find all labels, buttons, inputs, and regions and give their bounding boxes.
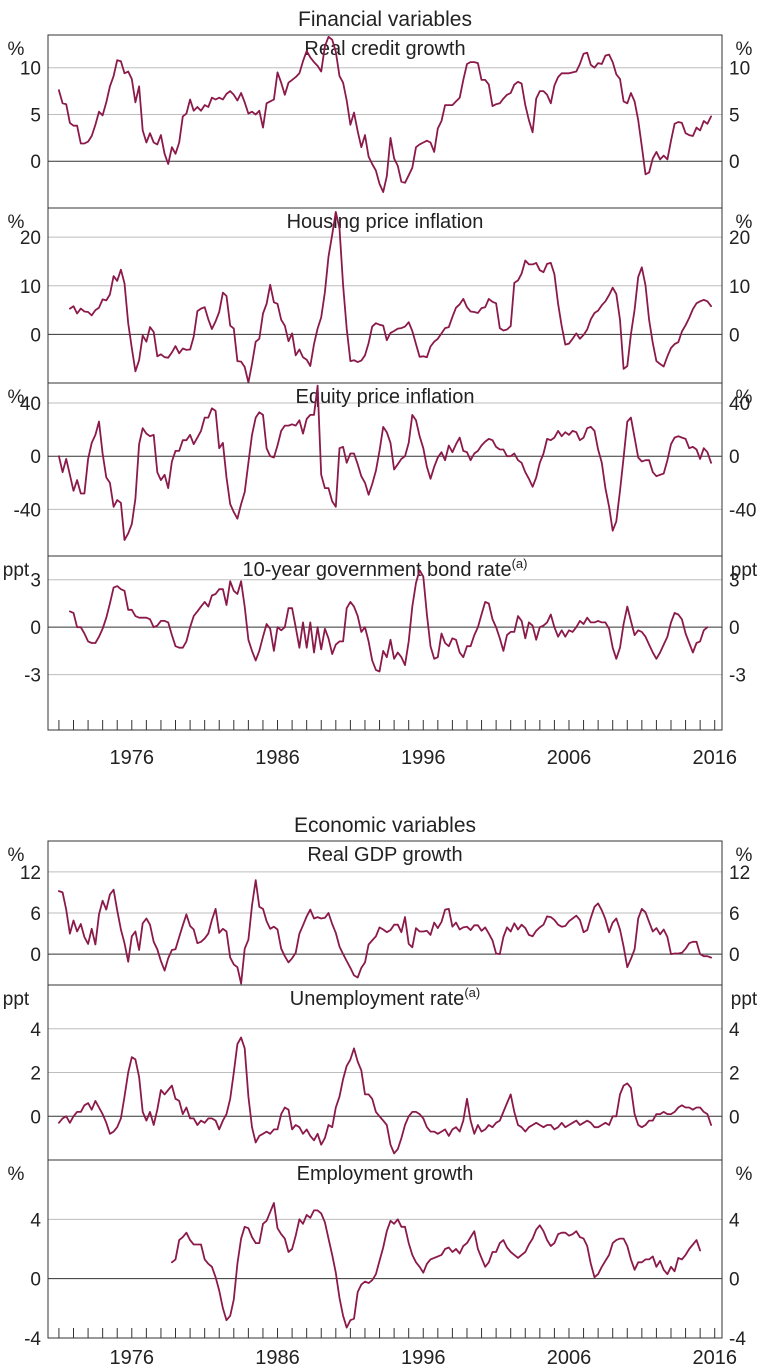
x-tick-label: 1996 [401,747,446,769]
figure-1: Financial variables 0 0 5 5 10 10% % Real credit… [3,8,758,769]
y-tick-label-right: 0 [729,152,740,173]
y-tick-label-right: 20 [729,228,750,249]
series-line [58,36,712,193]
y-tick-label-right: 4 [729,1020,740,1041]
panel-title: Real credit growth [304,38,465,60]
superscript-note: (a) [464,985,480,1000]
y-tick-label-left: 0 [30,447,41,468]
panel-title: Employment growth [297,1163,474,1185]
x-tick-label: 1976 [110,747,155,769]
y-tick-label-left: 6 [30,904,41,925]
y-tick-label-left: 0 [30,325,41,346]
y-tick-label-left: 0 [30,618,41,639]
series-line [58,384,712,541]
superscript-note: (a) [512,556,528,571]
y-tick-label-left: 4 [30,1210,41,1231]
unit-label-right: % [736,845,753,866]
y-tick-label-right: 6 [729,904,740,925]
y-tick-label-right: 2 [729,1064,740,1085]
y-tick-label-right: 0 [729,447,740,468]
unit-label-right: % [736,39,753,60]
series-line [69,569,709,673]
y-tick-label-right: 4 [729,1210,740,1231]
x-tick-label: 1986 [255,1347,300,1369]
y-tick-label-right: 0 [729,1270,740,1291]
x-tick-label: 1986 [255,747,300,769]
panel-3: -4 -4 0 0 4 4% % Employment growth [8,1159,753,1350]
panel-2: 0 0 10 10 20 20% % Housing price inflation [8,207,753,384]
x-tick-label: 2016 [692,1347,737,1369]
unit-label-left: % [8,39,25,60]
figure-2: Economic variables 0 0 6 6 12 12% % Real GDP gro… [3,814,758,1369]
unit-label-left: % [8,212,25,233]
y-tick-label-right: 12 [729,863,750,884]
y-tick-label-left: 5 [30,105,41,126]
y-tick-label-left: -4 [24,1329,41,1350]
unit-label-left: % [8,845,25,866]
panel-title: Real GDP growth [307,844,462,866]
panel-1: 0 0 5 5 10 10% % Real credit growth [8,34,753,209]
y-tick-label-right: 0 [729,325,740,346]
series-line [58,1036,712,1155]
y-tick-label-right: -3 [729,666,746,687]
y-tick-label-right: 40 [729,394,750,415]
panel-frame [47,207,723,384]
y-tick-label-left: 10 [20,277,41,298]
unit-label-left: % [8,1164,25,1185]
y-tick-label-right: 0 [729,945,740,966]
panel-frame [47,1159,723,1339]
y-tick-label-right: 0 [729,618,740,639]
y-tick-label-right: 5 [729,105,740,126]
panel-title: Unemployment rate(a) [290,985,480,1010]
x-tick-label: 2006 [547,1347,592,1369]
y-tick-label-left: 2 [30,1064,41,1085]
x-tick-label: 1996 [401,1347,446,1369]
y-tick-label-left: -3 [24,666,41,687]
x-tick-label: 2016 [692,747,737,769]
y-tick-label-left: -40 [14,500,41,521]
unit-label-right: ppt [731,989,758,1010]
series-line [171,1202,701,1329]
y-tick-label-right: -40 [729,500,756,521]
unit-label-left: ppt [3,989,30,1010]
panel-title: Equity price inflation [296,386,475,408]
series-line [58,879,712,985]
y-tick-label-right: 10 [729,277,750,298]
panel-title: Housing price inflation [287,211,484,233]
y-tick-label-right: 10 [729,59,750,80]
unit-label-left: ppt [3,560,30,581]
y-tick-label-left: 0 [30,945,41,966]
x-tick-label: 2006 [547,747,592,769]
panel-3: -40 -40 0 0 40 40% % Equity price inflation [8,382,756,557]
unit-label-right: % [736,387,753,408]
panel-title: 10-year government bond rate(a) [243,556,528,581]
unit-label-right: ppt [731,560,758,581]
y-tick-label-right: -4 [729,1329,746,1350]
y-tick-label-left: 3 [30,571,41,592]
panel-frame [47,555,723,731]
unit-label-right: % [736,1164,753,1185]
y-tick-label-right: 3 [729,571,740,592]
panel-1: 0 0 6 6 12 12% % Real GDP growth [8,840,753,986]
y-tick-label-right: 0 [729,1107,740,1128]
y-tick-label-left: 40 [20,394,41,415]
y-tick-label-left: 0 [30,1107,41,1128]
y-tick-label-left: 0 [30,1270,41,1291]
panel-frame [47,382,723,557]
y-tick-label-left: 12 [20,863,41,884]
x-tick-label: 1976 [110,1347,155,1369]
unit-label-right: % [736,212,753,233]
y-tick-label-left: 20 [20,228,41,249]
series-line [69,211,712,384]
y-tick-label-left: 4 [30,1020,41,1041]
y-tick-label-left: 0 [30,152,41,173]
figure-title: Economic variables [294,814,476,837]
unit-label-left: % [8,387,25,408]
figure-title: Financial variables [298,8,472,31]
y-tick-label-left: 10 [20,59,41,80]
